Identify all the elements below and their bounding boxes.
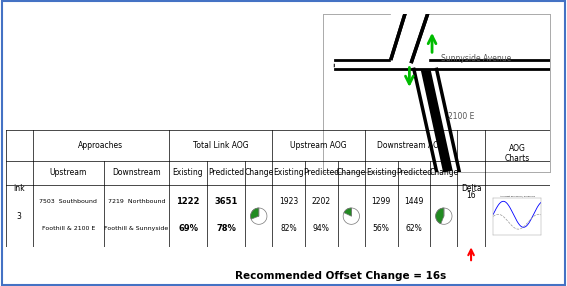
Text: Approaches: Approaches: [78, 141, 124, 150]
Text: 2202: 2202: [312, 197, 331, 206]
Text: Downstream AOG: Downstream AOG: [377, 141, 445, 150]
Text: 1923: 1923: [279, 197, 298, 206]
Wedge shape: [344, 208, 352, 216]
Text: Delta: Delta: [461, 184, 481, 193]
Text: Change: Change: [337, 168, 366, 177]
Text: 69%: 69%: [178, 224, 198, 233]
Wedge shape: [251, 208, 259, 216]
Text: 1449: 1449: [404, 197, 424, 206]
Text: 78%: 78%: [216, 224, 236, 233]
Wedge shape: [348, 208, 352, 216]
Text: Sunnyside Avenue: Sunnyside Avenue: [441, 54, 511, 63]
Text: Foothill & Sunnyside: Foothill & Sunnyside: [104, 226, 168, 231]
Wedge shape: [435, 208, 444, 224]
Text: Change: Change: [429, 168, 459, 177]
Text: Foothill & 2100 E: Foothill & 2100 E: [41, 226, 95, 231]
Text: Predicted: Predicted: [396, 168, 432, 177]
Wedge shape: [251, 208, 259, 219]
Text: 7503  Southbound: 7503 Southbound: [39, 199, 97, 204]
Text: ink: ink: [14, 184, 25, 193]
Text: Change: Change: [244, 168, 273, 177]
Text: Upstream AOG: Upstream AOG: [290, 141, 347, 150]
Text: Charts: Charts: [505, 154, 530, 163]
Text: 1222: 1222: [176, 197, 200, 206]
Text: Existing: Existing: [273, 168, 304, 177]
Text: 1299: 1299: [371, 197, 391, 206]
Text: 3: 3: [17, 212, 22, 221]
Text: 94%: 94%: [313, 224, 330, 233]
Text: Recommended Offset Change = 16s: Recommended Offset Change = 16s: [235, 271, 446, 281]
Text: 2100 E: 2100 E: [448, 112, 475, 121]
Text: Downstream: Downstream: [112, 168, 160, 177]
Text: Existing: Existing: [173, 168, 204, 177]
Text: AOG: AOG: [509, 144, 526, 153]
Text: 7219  Northbound: 7219 Northbound: [108, 199, 165, 204]
Wedge shape: [438, 208, 452, 224]
Wedge shape: [343, 208, 359, 224]
Title: Aro Qroat for 2100 E / Sunnyside: Aro Qroat for 2100 E / Sunnyside: [500, 195, 535, 197]
Text: Predicted: Predicted: [303, 168, 340, 177]
Text: 3651: 3651: [214, 197, 238, 206]
Text: 16: 16: [466, 191, 476, 200]
Wedge shape: [251, 208, 267, 224]
Text: 82%: 82%: [281, 224, 297, 233]
Text: Total Link AOG: Total Link AOG: [193, 141, 248, 150]
Text: Upstream: Upstream: [49, 168, 87, 177]
Text: Predicted: Predicted: [208, 168, 244, 177]
Text: Existing: Existing: [366, 168, 396, 177]
Wedge shape: [435, 208, 444, 222]
Text: 62%: 62%: [405, 224, 422, 233]
Text: 56%: 56%: [373, 224, 390, 233]
